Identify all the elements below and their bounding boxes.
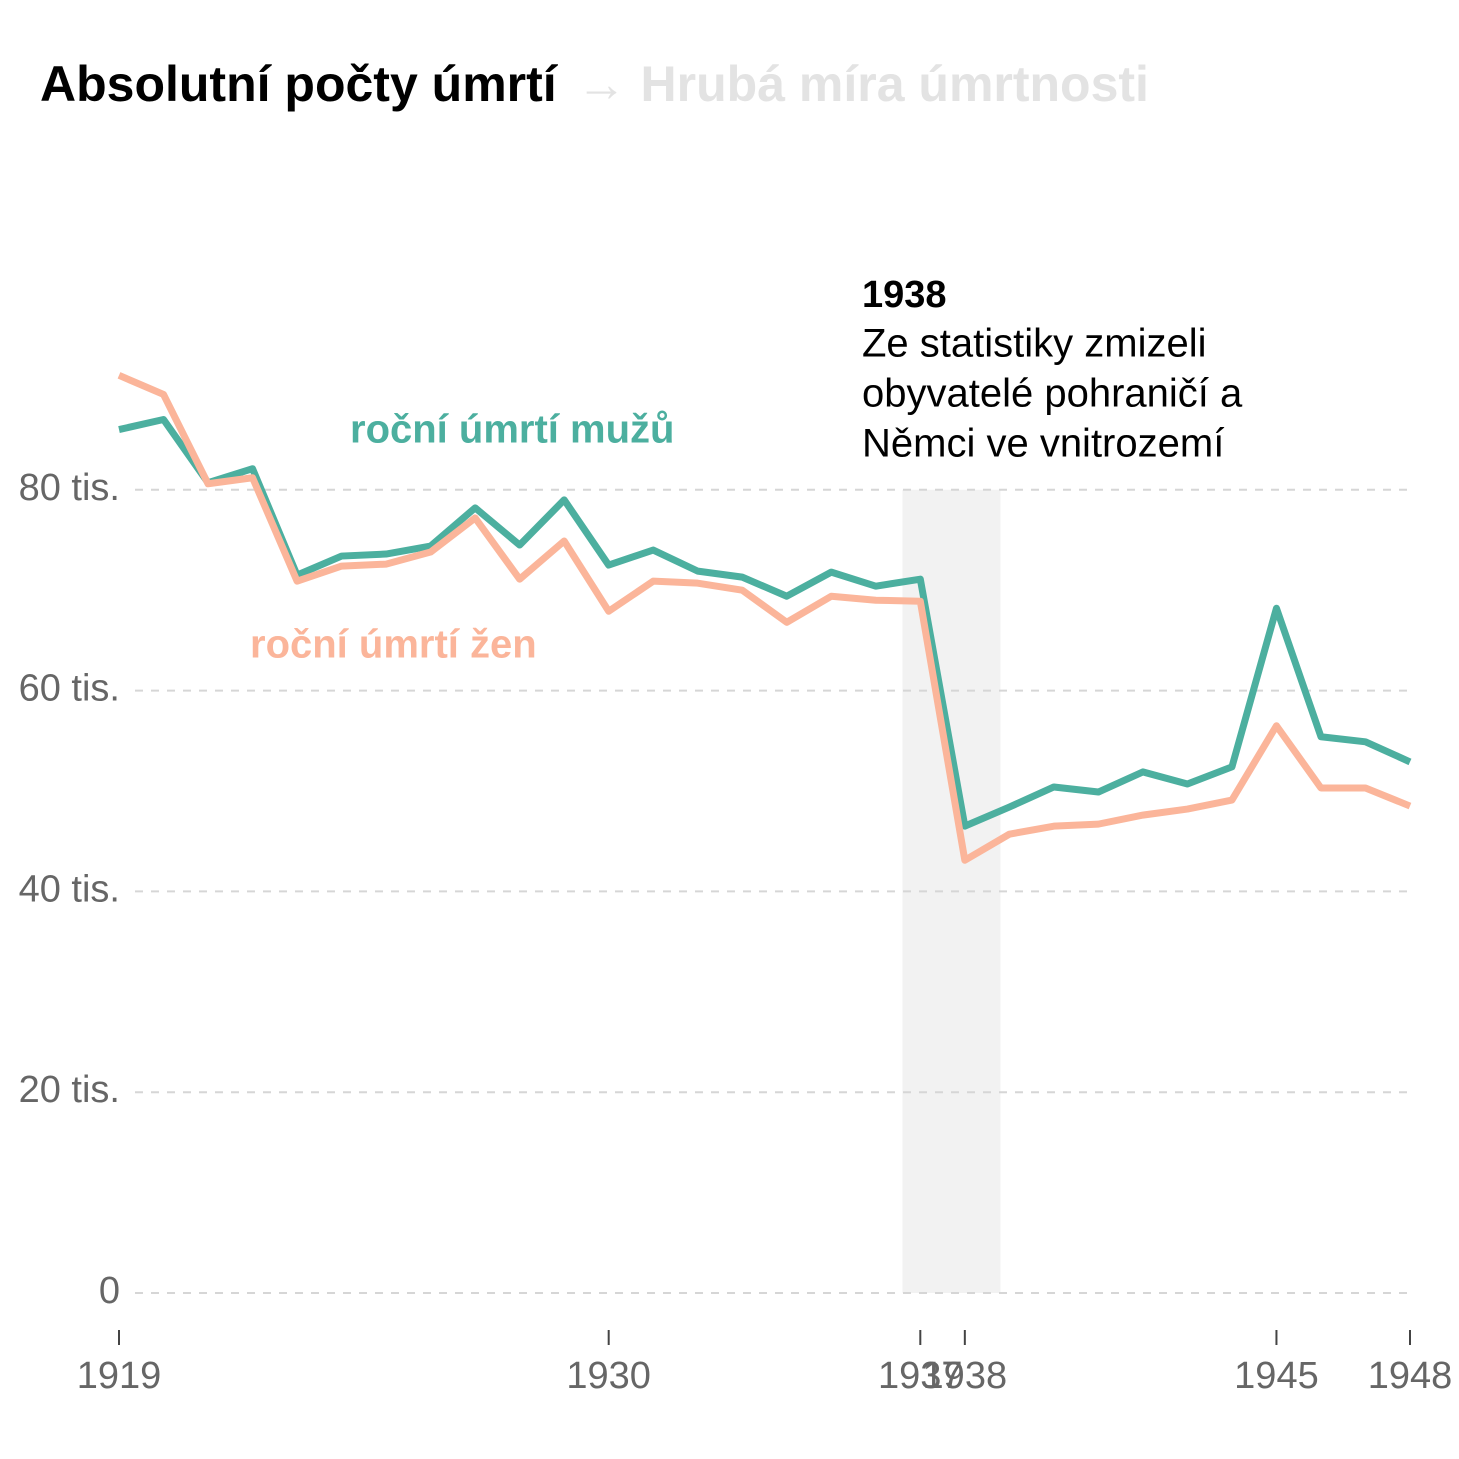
series-label: roční úmrtí žen [250, 623, 537, 667]
chart-subtitle[interactable]: → Hrubá míra úmrtnosti [577, 56, 1149, 112]
annotation-text: obyvatelé pohraničí a [862, 372, 1243, 416]
annotation-title: 1938 [862, 274, 947, 316]
y-tick-label: 20 tis. [19, 1069, 120, 1111]
x-tick-label: 1938 [923, 1355, 1008, 1397]
series-line [118, 416, 1412, 830]
x-tick-label: 1948 [1368, 1355, 1453, 1397]
y-tick-label: 40 tis. [19, 868, 120, 910]
series-label: roční úmrtí mužů [350, 408, 674, 452]
x-tick-label: 1919 [77, 1355, 162, 1397]
x-tick-label: 1930 [566, 1355, 651, 1397]
annotation-text: Němci ve vnitrozemí [862, 422, 1224, 466]
chart-title: Absolutní počty úmrtí [40, 56, 559, 112]
y-tick-label: 0 [99, 1270, 120, 1312]
y-tick-label: 60 tis. [19, 668, 120, 710]
x-tick-label: 1937 [878, 1355, 963, 1397]
y-tick-label: 80 tis. [19, 467, 120, 509]
x-tick-label: 1945 [1234, 1355, 1319, 1397]
annotation-text: Ze statistiky zmizeli [862, 322, 1207, 366]
series-line [117, 372, 1412, 864]
